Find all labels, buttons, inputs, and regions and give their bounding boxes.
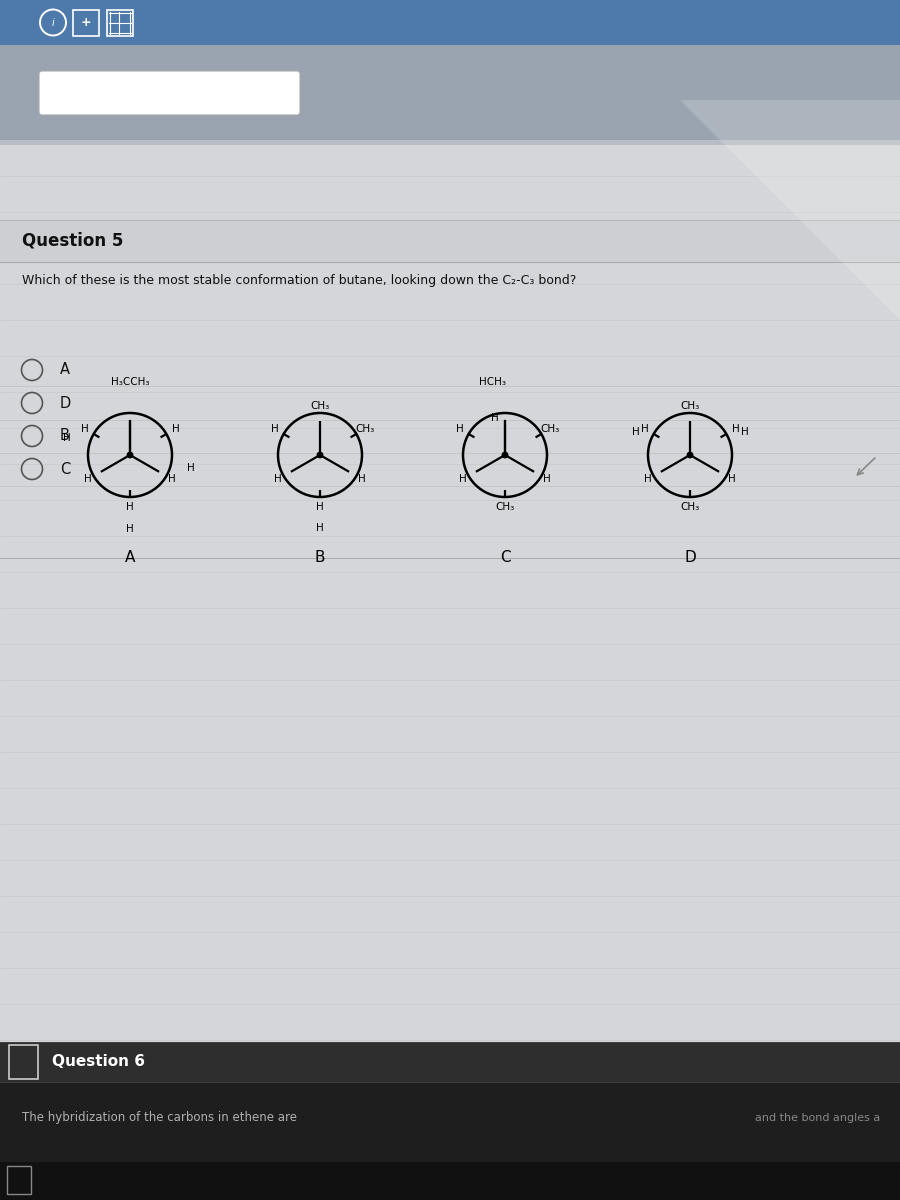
Text: H: H xyxy=(168,474,176,485)
Text: H: H xyxy=(641,424,648,433)
Text: CH₃: CH₃ xyxy=(310,401,329,412)
Text: CH₃: CH₃ xyxy=(356,424,375,433)
Text: H: H xyxy=(187,462,194,473)
Text: H: H xyxy=(126,524,134,534)
Text: H: H xyxy=(455,424,464,433)
Circle shape xyxy=(688,452,693,457)
Text: Question 5: Question 5 xyxy=(22,232,123,250)
Text: CH₃: CH₃ xyxy=(680,401,699,412)
Text: H: H xyxy=(459,474,467,485)
Text: H: H xyxy=(81,424,88,433)
Polygon shape xyxy=(680,100,900,320)
Text: H: H xyxy=(274,474,282,485)
Text: H: H xyxy=(358,474,366,485)
Text: i: i xyxy=(51,18,54,28)
Text: B: B xyxy=(315,550,325,564)
Text: H: H xyxy=(728,474,736,485)
FancyBboxPatch shape xyxy=(0,1042,900,1200)
Text: H: H xyxy=(63,433,71,443)
Text: A: A xyxy=(60,362,70,378)
Circle shape xyxy=(502,452,508,457)
Text: H₃CCH₃: H₃CCH₃ xyxy=(111,377,149,386)
Text: CH₃: CH₃ xyxy=(541,424,560,433)
Text: C: C xyxy=(500,550,510,564)
FancyBboxPatch shape xyxy=(0,1162,900,1200)
Text: H: H xyxy=(741,427,749,437)
Text: +: + xyxy=(81,16,91,29)
Text: C: C xyxy=(60,462,70,476)
Circle shape xyxy=(127,452,132,457)
Text: HCH₃: HCH₃ xyxy=(479,377,506,386)
Text: H: H xyxy=(271,424,278,433)
Text: H: H xyxy=(316,523,324,533)
Text: A: A xyxy=(125,550,135,564)
Text: D: D xyxy=(684,550,696,564)
FancyBboxPatch shape xyxy=(0,220,900,262)
Text: H: H xyxy=(126,503,134,512)
Text: The hybridization of the carbons in ethene are: The hybridization of the carbons in ethe… xyxy=(22,1111,297,1124)
FancyBboxPatch shape xyxy=(0,145,900,1045)
Text: H: H xyxy=(172,424,179,433)
Text: H: H xyxy=(732,424,739,433)
Text: H: H xyxy=(84,474,92,485)
FancyBboxPatch shape xyxy=(0,0,900,44)
Text: Question 6: Question 6 xyxy=(52,1055,145,1069)
Text: H: H xyxy=(644,474,652,485)
Text: H: H xyxy=(316,503,324,512)
Text: B: B xyxy=(60,428,70,444)
Text: CH₃: CH₃ xyxy=(495,503,515,512)
Text: H: H xyxy=(491,413,499,424)
Text: Which of these is the most stable conformation of butane, looking down the C₂-C₃: Which of these is the most stable confor… xyxy=(22,274,576,287)
FancyBboxPatch shape xyxy=(39,71,300,115)
Text: D: D xyxy=(60,396,71,410)
Text: and the bond angles a: and the bond angles a xyxy=(755,1114,880,1123)
Circle shape xyxy=(318,452,323,457)
FancyBboxPatch shape xyxy=(0,0,900,140)
Text: H: H xyxy=(544,474,551,485)
FancyBboxPatch shape xyxy=(0,1042,900,1082)
Text: CH₃: CH₃ xyxy=(680,503,699,512)
Text: H: H xyxy=(632,427,639,437)
